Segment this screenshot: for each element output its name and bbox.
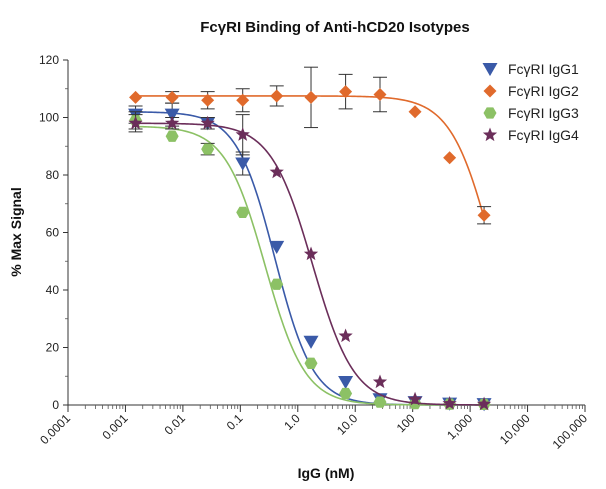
legend-label: FcγRI IgG4 — [508, 127, 579, 143]
x-axis-label: IgG (nM) — [298, 465, 355, 481]
y-ticks: 0 20 40 60 80 100 120 — [39, 53, 68, 412]
x-tick-label: 100,000 — [550, 411, 591, 452]
data-point — [235, 157, 251, 171]
x-ticks: 0.0001 0.001 0.01 0.1 1.0 10.0 100 1,000 10,000 1… — [37, 405, 590, 452]
legend-item: FcγRI IgG1 — [482, 61, 579, 77]
data-point — [303, 335, 319, 349]
data-point — [408, 105, 422, 119]
data-point — [270, 89, 284, 103]
data-point — [128, 115, 143, 130]
chart-title: FcγRI Binding of Anti-hCD20 Isotypes — [200, 19, 469, 36]
data-point — [235, 127, 250, 141]
data-point — [201, 143, 215, 155]
data-point — [165, 90, 179, 104]
data-point — [200, 115, 215, 130]
legend-marker — [483, 84, 497, 98]
series-3 — [128, 111, 491, 411]
x-tick-label: 0.01 — [162, 411, 189, 438]
x-tick-label: 0.0001 — [37, 411, 73, 447]
x-tick-label: 10,000 — [497, 411, 533, 447]
data-point — [303, 246, 319, 261]
legend-label: FcγRI IgG3 — [508, 105, 579, 121]
y-tick-label: 80 — [46, 168, 60, 182]
data-point — [269, 164, 284, 179]
data-point — [270, 278, 284, 290]
data-point — [164, 108, 180, 122]
data-point — [201, 93, 215, 107]
y-tick-label: 40 — [46, 283, 60, 297]
data-point — [477, 208, 491, 222]
data-point — [269, 240, 285, 254]
x-tick-label: 100 — [394, 411, 418, 435]
legend: FcγRI IgG1 FcγRI IgG2 FcγRI IgG3 FcγRI IgG4 — [482, 61, 579, 143]
data-point — [165, 115, 180, 130]
x-tick-label: 10.0 — [334, 411, 361, 438]
data-point — [339, 85, 353, 99]
y-tick-label: 0 — [52, 398, 59, 412]
legend-label: FcγRI IgG1 — [508, 61, 579, 77]
data-point — [304, 357, 318, 369]
data-point — [236, 206, 250, 218]
data-point — [338, 328, 353, 343]
y-tick-label: 20 — [46, 341, 60, 355]
data-point — [236, 93, 250, 107]
x-tick-label: 0.1 — [224, 411, 246, 433]
data-point — [443, 151, 457, 165]
data-point — [407, 391, 423, 406]
legend-label: FcγRI IgG2 — [508, 83, 579, 99]
plot-area — [128, 66, 492, 412]
data-point — [339, 387, 353, 400]
legend-marker — [482, 127, 498, 142]
legend-marker — [483, 107, 497, 119]
legend-item: FcγRI IgG3 — [483, 105, 579, 121]
x-tick-label: 1.0 — [281, 411, 303, 433]
series-2 — [129, 66, 492, 225]
y-tick-label: 100 — [39, 111, 59, 125]
data-point — [129, 90, 143, 104]
series-4 — [128, 114, 492, 411]
x-tick-label: 0.001 — [99, 411, 130, 442]
data-point — [373, 396, 387, 408]
y-tick-label: 120 — [39, 53, 59, 67]
y-axis-label: % Max Signal — [8, 187, 24, 276]
data-point — [372, 374, 388, 389]
legend-item: FcγRI IgG4 — [482, 127, 579, 143]
fit-curve — [135, 125, 485, 406]
data-point — [165, 130, 179, 142]
legend-marker — [482, 63, 498, 77]
data-point — [304, 90, 318, 104]
data-point — [373, 88, 387, 101]
data-point — [338, 376, 354, 390]
legend-item: FcγRI IgG2 — [483, 83, 579, 99]
data-point — [476, 396, 492, 411]
y-tick-label: 60 — [46, 226, 60, 240]
x-tick-label: 1,000 — [444, 411, 475, 442]
data-point — [442, 396, 457, 410]
